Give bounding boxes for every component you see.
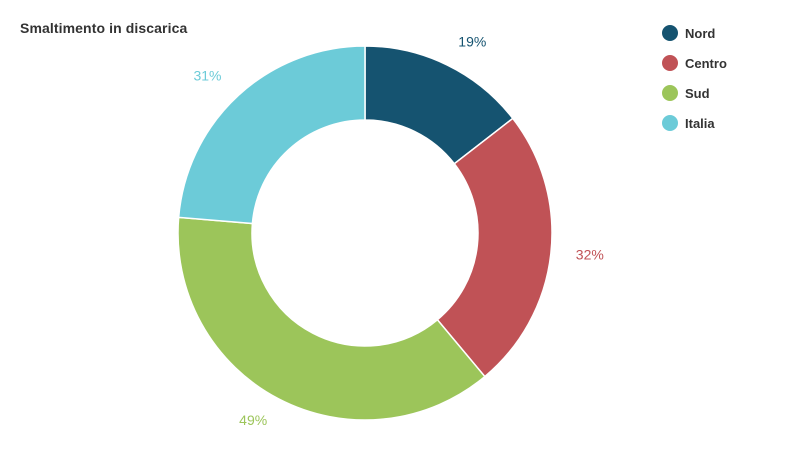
donut-slice-italia[interactable] [177, 45, 366, 225]
legend-item-italia[interactable]: Italia [662, 114, 727, 132]
legend-label: Italia [685, 115, 715, 131]
legend-swatch [662, 25, 678, 41]
donut-slices [177, 45, 553, 421]
legend-label: Centro [685, 55, 727, 71]
donut-slice-sud[interactable] [177, 216, 486, 421]
legend-item-nord[interactable]: Nord [662, 24, 727, 42]
donut-slice-centro[interactable] [436, 117, 553, 378]
donut-slice-labels: 19% 32% 49% 31% [193, 33, 603, 428]
legend-label: Nord [685, 25, 716, 41]
data-label-italia: 31% [193, 68, 221, 84]
legend-item-sud[interactable]: Sud [662, 84, 727, 102]
legend-label: Sud [685, 85, 710, 101]
chart-legend: Nord Centro Sud Italia [662, 24, 727, 144]
legend-swatch [662, 115, 678, 131]
data-label-centro: 32% [576, 247, 604, 263]
legend-item-centro[interactable]: Centro [662, 54, 727, 72]
legend-swatch [662, 85, 678, 101]
chart-title: Smaltimento in discarica [20, 20, 188, 36]
legend-swatch [662, 55, 678, 71]
data-label-sud: 49% [239, 412, 267, 428]
data-label-nord: 19% [458, 33, 486, 49]
